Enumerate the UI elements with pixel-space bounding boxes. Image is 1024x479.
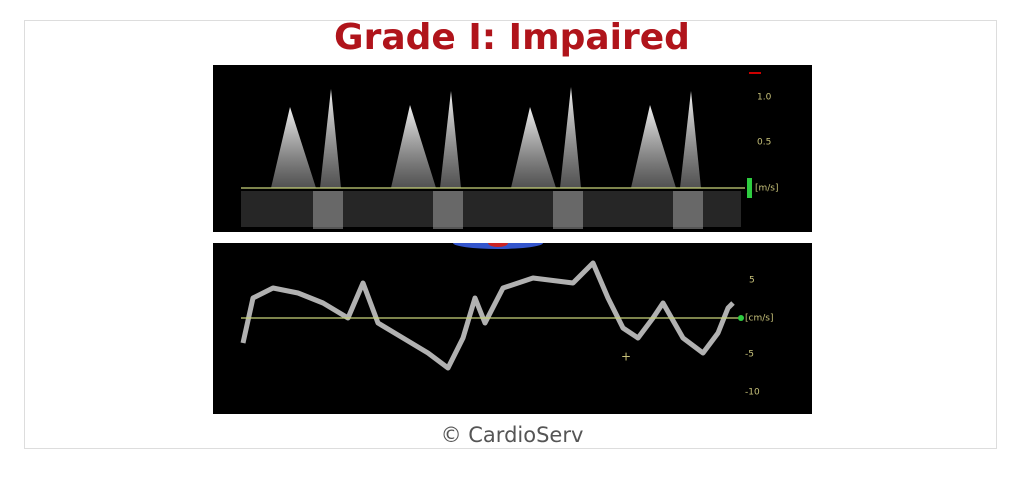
figure-title: Grade I: Impaired <box>334 17 690 58</box>
doppler-mitral-inflow: 1.0 0.5 [m/s] <box>213 65 812 232</box>
scale-label: 1.0 <box>757 93 772 103</box>
scale-label: [cm/s] <box>745 314 773 324</box>
figure-frame <box>24 20 997 449</box>
scale-label: -5 <box>745 350 754 360</box>
figure-caption: © CardioServ <box>440 423 584 447</box>
scale-label: [m/s] <box>755 184 779 194</box>
tissue-doppler: + 5 [cm/s] -5 -10 <box>213 243 812 414</box>
scale-label: 0.5 <box>757 138 771 148</box>
scale-label: 5 <box>749 276 755 286</box>
marker: + <box>621 350 631 364</box>
scale-label: -10 <box>745 388 760 398</box>
waveforms <box>241 87 741 229</box>
